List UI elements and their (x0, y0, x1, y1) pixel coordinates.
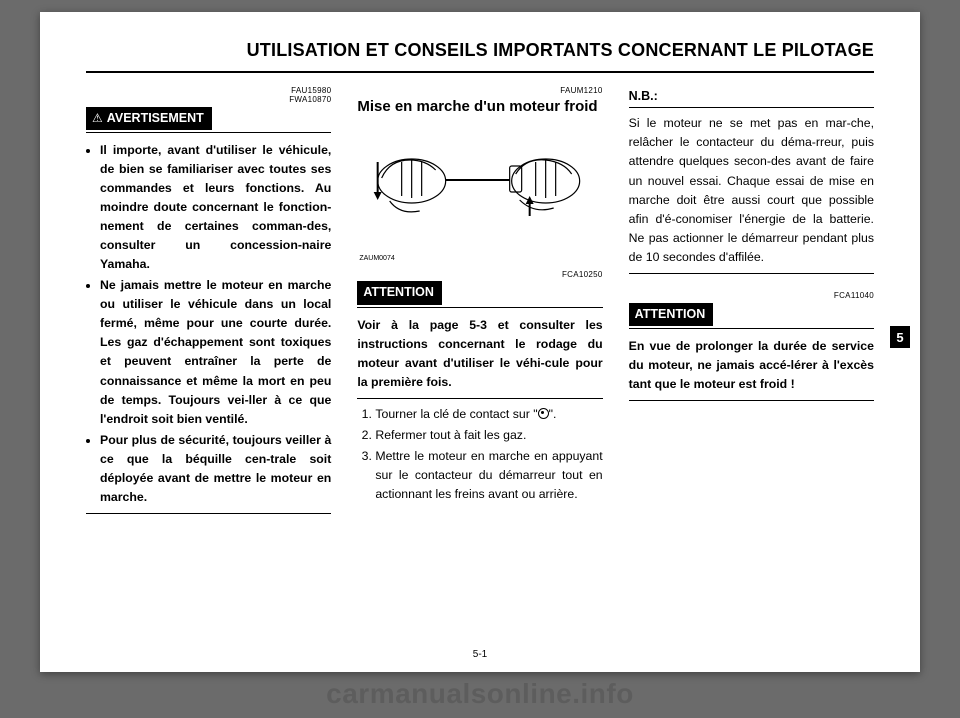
section-end-rule (357, 398, 602, 399)
chapter-tab: 5 (890, 326, 910, 348)
procedure-list: Tourner la clé de contact sur " ". Referm… (357, 405, 602, 504)
figure-caption: ZAUM0074 (359, 254, 602, 265)
step-text: Tourner la clé de contact sur " (375, 407, 537, 421)
section-end-rule (629, 273, 874, 274)
ref-code: FCA11040 (629, 292, 874, 301)
bullet-item: Ne jamais mettre le moteur en marche ou … (100, 276, 331, 428)
columns: FAU15980 FWA10870 AVERTISEMENT Il import… (86, 87, 874, 514)
step-text: ". (549, 407, 557, 421)
attention-text: Voir à la page 5-3 et consulter les inst… (357, 316, 602, 392)
manual-page: UTILISATION ET CONSEILS IMPORTANTS CONCE… (40, 12, 920, 672)
attention-label: ATTENTION (629, 303, 714, 326)
attention-rule (357, 307, 602, 308)
step-item: Refermer tout à fait les gaz. (375, 426, 602, 445)
ignition-on-icon (538, 408, 549, 419)
ref-code: FAUM1210 (357, 87, 602, 96)
title-underline (86, 71, 874, 73)
attention-rule (629, 328, 874, 329)
warning-rule (86, 132, 331, 133)
bullet-item: Pour plus de sécurité, toujours veiller … (100, 431, 331, 507)
section-end-rule (86, 513, 331, 514)
column-3: N.B.: Si le moteur ne se met pas en mar-… (629, 87, 874, 514)
step-item: Mettre le moteur en marche en appuyant s… (375, 447, 602, 504)
warning-label: AVERTISEMENT (86, 107, 212, 130)
step-item: Tourner la clé de contact sur " ". (375, 405, 602, 424)
ref-code: FCA10250 (357, 271, 602, 280)
page-title: UTILISATION ET CONSEILS IMPORTANTS CONCE… (86, 40, 874, 61)
column-1: FAU15980 FWA10870 AVERTISEMENT Il import… (86, 87, 331, 514)
handlebar-illustration (357, 126, 602, 246)
note-rule (629, 107, 874, 108)
note-label: N.B.: (629, 87, 874, 106)
attention-label: ATTENTION (357, 281, 442, 304)
page-number: 5-1 (473, 649, 487, 660)
bullet-item: Il importe, avant d'utiliser le véhicule… (100, 141, 331, 274)
note-text: Si le moteur ne se met pas en mar-che, r… (629, 114, 874, 266)
section-heading: Mise en marche d'un moteur froid (357, 98, 602, 116)
attention-text: En vue de prolonger la durée de service … (629, 337, 874, 394)
ref-code: FWA10870 (86, 96, 331, 105)
section-end-rule (629, 400, 874, 401)
column-2: FAUM1210 Mise en marche d'un moteur froi… (357, 87, 602, 514)
watermark: carmanualsonline.info (326, 678, 634, 710)
warning-bullets: Il importe, avant d'utiliser le véhicule… (86, 141, 331, 507)
